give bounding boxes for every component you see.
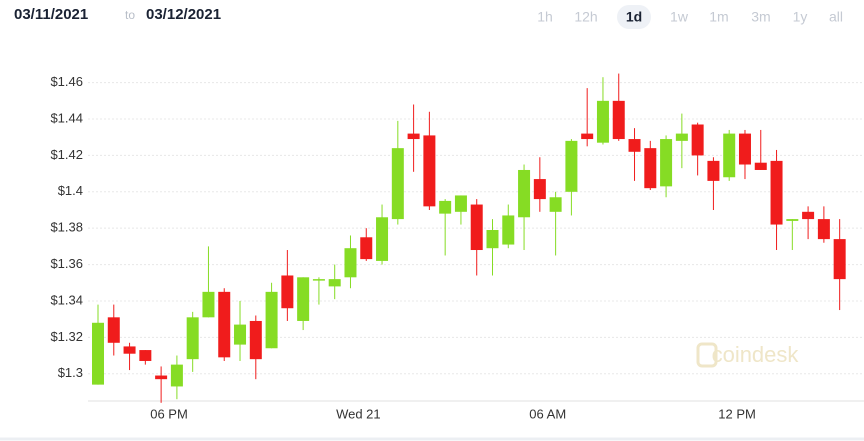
candle-body xyxy=(454,195,467,212)
range-button[interactable]: 1y xyxy=(793,9,808,25)
candle-body xyxy=(549,197,562,212)
candle-body xyxy=(565,140,578,192)
range-button[interactable]: 1m xyxy=(709,9,728,25)
x-tick-label: 06 PM xyxy=(150,406,188,421)
candle-body xyxy=(439,200,452,214)
y-tick-label: $1.42 xyxy=(50,147,83,162)
candle-body xyxy=(518,169,531,218)
candle-body xyxy=(360,237,373,260)
candle-body xyxy=(407,133,420,140)
candle-body xyxy=(675,133,688,141)
y-tick-label: $1.36 xyxy=(50,256,83,271)
candle-body xyxy=(265,291,278,349)
candle-body xyxy=(297,277,310,321)
y-tick-label: $1.38 xyxy=(50,220,83,235)
candle-body xyxy=(312,279,325,281)
candle-body xyxy=(581,133,594,140)
date-from[interactable]: 03/11/2021 xyxy=(14,6,88,23)
candle-body xyxy=(691,124,704,156)
candle-body xyxy=(502,215,515,245)
candle-body xyxy=(249,320,262,360)
range-button[interactable]: all xyxy=(829,9,843,25)
y-tick-label: $1.44 xyxy=(50,110,83,125)
candle-body xyxy=(644,148,657,189)
candle-body xyxy=(786,219,799,221)
watermark: coindesk xyxy=(712,342,800,367)
candle-body xyxy=(533,179,546,200)
candle-body xyxy=(344,248,357,278)
candle-body xyxy=(391,148,404,220)
candle-body xyxy=(612,100,625,140)
candle-body xyxy=(107,317,120,343)
candle-body xyxy=(186,317,199,360)
x-tick-label: 12 PM xyxy=(718,406,756,421)
candle-body xyxy=(660,139,673,187)
candle-body xyxy=(707,160,720,181)
candle-body xyxy=(833,239,846,280)
y-tick-label: $1.3 xyxy=(58,365,83,380)
y-tick-label: $1.4 xyxy=(58,183,83,198)
watermark-logo xyxy=(696,342,718,368)
y-tick-label: $1.32 xyxy=(50,329,83,344)
range-button[interactable]: 1h xyxy=(537,9,553,25)
candle-body xyxy=(202,291,215,318)
candle-body xyxy=(218,291,231,358)
y-tick-label: $1.34 xyxy=(50,292,83,307)
candle-body xyxy=(628,139,641,152)
range-button[interactable]: 3m xyxy=(751,9,770,25)
candle-body xyxy=(376,217,389,261)
date-separator: to xyxy=(125,8,135,22)
range-button[interactable]: 1d xyxy=(626,9,642,25)
candle-body xyxy=(770,160,783,225)
y-tick-label: $1.46 xyxy=(50,74,83,89)
candle-body xyxy=(817,219,830,240)
candle-body xyxy=(754,162,767,170)
x-tick-label: 06 AM xyxy=(529,406,566,421)
date-to[interactable]: 03/12/2021 xyxy=(146,6,221,23)
candle-body xyxy=(155,375,168,380)
candle-body xyxy=(802,211,815,220)
candle-body xyxy=(328,279,341,287)
candle-body xyxy=(234,324,247,345)
candle-body xyxy=(723,133,736,178)
candle-body xyxy=(738,133,751,165)
candle-body xyxy=(596,100,609,143)
candle-body xyxy=(281,275,294,309)
range-active-bg xyxy=(617,5,651,29)
range-button[interactable]: 1w xyxy=(670,9,689,25)
candle-body xyxy=(123,346,136,354)
range-button[interactable]: 12h xyxy=(574,9,597,25)
candle-body xyxy=(470,204,483,251)
candle-body xyxy=(486,230,499,249)
candle-body xyxy=(92,322,104,385)
x-tick-label: Wed 21 xyxy=(336,406,381,421)
candle-body xyxy=(139,350,152,361)
candle-body xyxy=(423,135,436,207)
candle-body xyxy=(170,364,183,387)
